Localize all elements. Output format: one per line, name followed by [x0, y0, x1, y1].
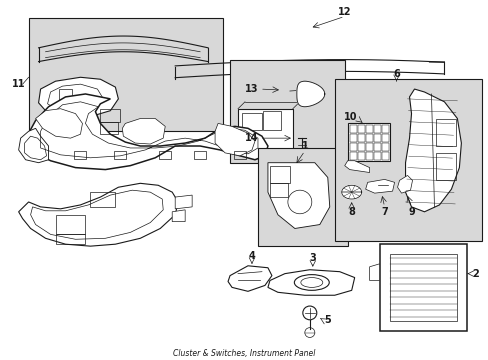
Bar — [159, 151, 171, 159]
Bar — [334, 79, 481, 241]
Bar — [56, 234, 85, 244]
Bar — [365, 134, 372, 142]
Text: 13: 13 — [244, 84, 258, 94]
Bar — [269, 183, 287, 197]
Bar — [56, 215, 85, 234]
Polygon shape — [122, 118, 165, 144]
Bar — [349, 125, 356, 133]
Bar — [436, 153, 455, 180]
Polygon shape — [175, 195, 192, 209]
Bar — [373, 134, 380, 142]
Polygon shape — [39, 77, 118, 117]
Bar — [194, 151, 205, 159]
Bar — [365, 143, 372, 151]
Bar — [379, 244, 467, 330]
Bar — [381, 143, 388, 151]
Text: 12: 12 — [337, 8, 351, 18]
Bar — [29, 18, 223, 131]
Bar — [381, 152, 388, 160]
Bar — [381, 125, 388, 133]
Text: 2: 2 — [471, 269, 478, 279]
Bar — [114, 151, 126, 159]
Polygon shape — [344, 161, 369, 172]
Polygon shape — [365, 179, 394, 193]
Text: 1: 1 — [301, 141, 307, 151]
Bar — [365, 152, 372, 160]
Bar — [263, 111, 280, 130]
Polygon shape — [341, 185, 361, 199]
Polygon shape — [405, 89, 461, 212]
Bar — [357, 152, 364, 160]
Polygon shape — [215, 123, 254, 156]
Text: 14: 14 — [244, 133, 258, 143]
Text: 6: 6 — [392, 69, 399, 79]
Bar — [61, 101, 70, 110]
Bar — [357, 134, 364, 142]
Polygon shape — [19, 183, 178, 246]
Bar — [436, 118, 455, 146]
Bar — [242, 113, 262, 130]
Polygon shape — [296, 81, 324, 107]
Text: 7: 7 — [381, 207, 387, 217]
Polygon shape — [267, 270, 354, 295]
Text: 9: 9 — [407, 207, 414, 217]
Bar — [349, 134, 356, 142]
Text: 4: 4 — [248, 251, 255, 261]
Text: Cluster & Switches, Instrument Panel: Cluster & Switches, Instrument Panel — [172, 349, 315, 358]
Polygon shape — [19, 128, 48, 163]
Bar — [74, 151, 86, 159]
Bar — [234, 151, 245, 159]
Polygon shape — [36, 109, 82, 138]
Text: 11: 11 — [12, 79, 25, 89]
Polygon shape — [369, 264, 379, 280]
Bar — [269, 166, 289, 183]
Bar — [90, 192, 115, 207]
Text: 5: 5 — [324, 315, 330, 325]
Bar — [349, 143, 356, 151]
Text: 10: 10 — [343, 112, 357, 122]
Polygon shape — [29, 94, 267, 170]
Polygon shape — [397, 175, 412, 193]
Bar — [389, 254, 456, 321]
Bar — [238, 109, 292, 153]
Text: 3: 3 — [309, 253, 316, 263]
Polygon shape — [267, 163, 329, 229]
Polygon shape — [227, 266, 271, 291]
Bar — [365, 125, 372, 133]
Polygon shape — [172, 210, 185, 222]
Bar — [229, 60, 344, 163]
Bar — [373, 152, 380, 160]
Text: 8: 8 — [347, 207, 354, 217]
Bar — [373, 125, 380, 133]
Bar — [349, 152, 356, 160]
Bar — [357, 143, 364, 151]
Bar — [381, 134, 388, 142]
Bar — [357, 125, 364, 133]
Bar — [100, 122, 118, 134]
Bar — [100, 109, 120, 122]
Bar — [347, 123, 389, 161]
Bar — [59, 89, 72, 101]
Bar — [373, 143, 380, 151]
Bar — [258, 148, 347, 246]
